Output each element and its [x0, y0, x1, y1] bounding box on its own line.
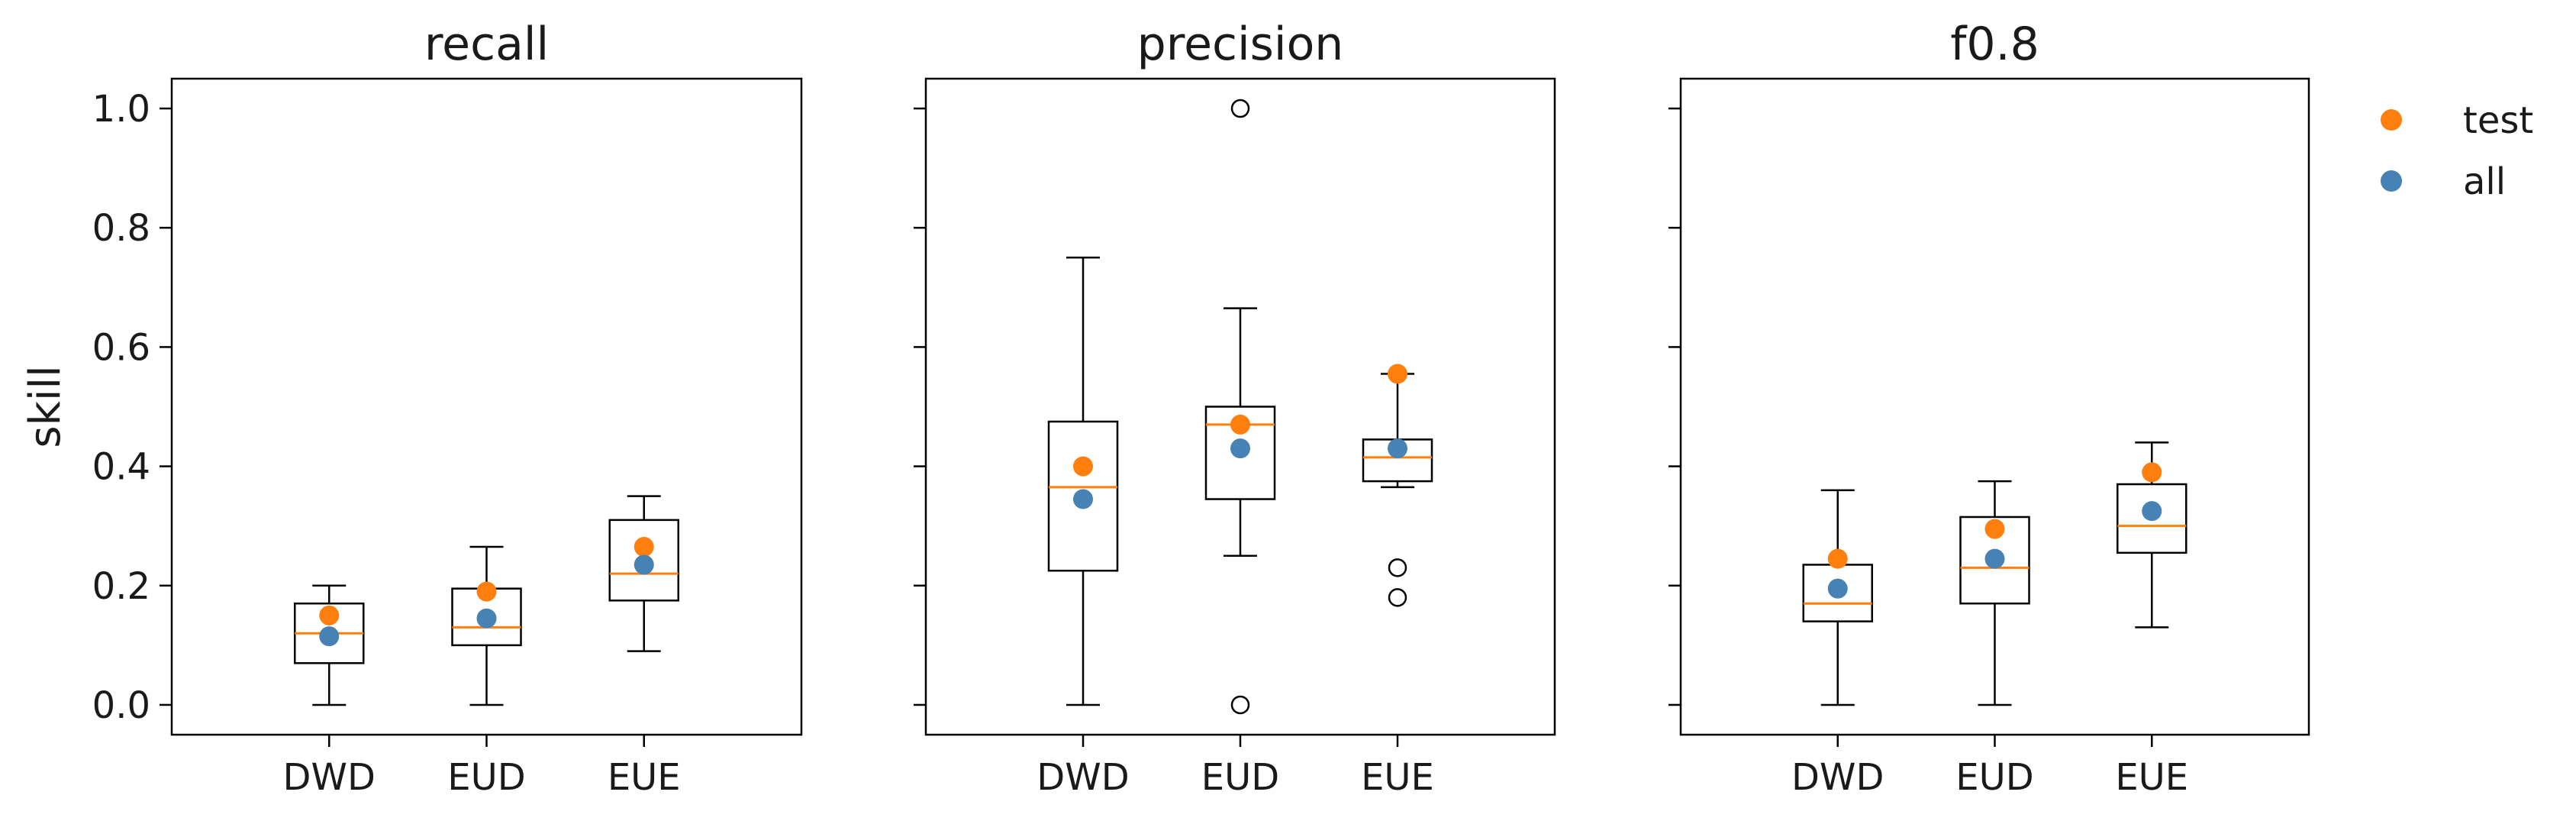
- outlier-marker: [1388, 588, 1407, 607]
- test-point: [1073, 456, 1093, 477]
- outlier-marker: [1388, 558, 1407, 577]
- all-point: [1388, 438, 1407, 459]
- x-tick-label: EUE: [2115, 756, 2188, 799]
- x-tick-label: EUE: [1361, 756, 1434, 799]
- outlier-marker: [1230, 695, 1250, 715]
- y-tick-label: 0.4: [92, 446, 150, 489]
- subplot-precision: precision DWD EUD EUE: [914, 18, 1556, 799]
- panel-title: precision: [1137, 18, 1344, 71]
- box-eud: [451, 545, 522, 706]
- test-point: [1388, 364, 1407, 384]
- x-tick-label: EUD: [1201, 756, 1279, 799]
- iqr-box: [1047, 420, 1119, 572]
- box-eue: [1362, 364, 1433, 607]
- legend-label-all: all: [2463, 160, 2506, 203]
- test-point: [1230, 414, 1250, 435]
- legend-marker-test: [2381, 109, 2402, 131]
- x-tick-label: DWD: [283, 756, 376, 799]
- legend-marker-all: [2381, 170, 2402, 192]
- all-point: [1073, 489, 1093, 509]
- iqr-box: [1204, 406, 1276, 500]
- legend-label-test: test: [2463, 99, 2533, 142]
- all-point: [634, 554, 654, 575]
- y-tick-label: 0.6: [92, 326, 150, 369]
- box-eue: [608, 495, 679, 652]
- y-tick-label: 0.8: [92, 207, 150, 250]
- panel-title: f0.8: [1950, 18, 2039, 71]
- x-tick-label: DWD: [1037, 756, 1129, 799]
- iqr-box: [1959, 516, 2030, 605]
- panel-title: recall: [424, 18, 549, 71]
- test-point: [476, 581, 497, 602]
- iqr-box: [2117, 483, 2188, 554]
- subplot-f0-8: f0.8 DWD EUD EUE: [1668, 18, 2310, 799]
- box-dwd: [294, 584, 365, 706]
- box-eud: [1959, 480, 2030, 706]
- iqr-box: [608, 519, 679, 602]
- legend: test all: [2381, 99, 2533, 203]
- test-point: [2142, 462, 2162, 483]
- y-tick-label: 0.0: [92, 684, 150, 727]
- box-dwd: [1047, 257, 1119, 706]
- all-point: [476, 608, 497, 629]
- outlier-marker: [1230, 99, 1250, 118]
- x-tick-label: EUE: [608, 756, 681, 799]
- box-eue: [2117, 441, 2188, 629]
- test-point: [634, 537, 654, 558]
- all-point: [1984, 548, 2005, 569]
- x-tick-label: EUD: [447, 756, 525, 799]
- x-tick-label: EUD: [1955, 756, 2033, 799]
- subplot-recall: recall 0.0 0.2 0.4 0.6 0.8 1.0 skill DWD EUD EUE: [21, 18, 803, 799]
- test-point: [1827, 548, 1848, 569]
- box-dwd: [1802, 489, 1873, 706]
- x-tick-label: DWD: [1791, 756, 1884, 799]
- all-point: [2142, 501, 2162, 522]
- y-tick-label: 1.0: [92, 88, 150, 131]
- y-axis-label: skill: [21, 365, 70, 448]
- all-point: [1230, 438, 1250, 459]
- test-point: [319, 605, 340, 625]
- all-point: [319, 626, 340, 647]
- box-eud: [1204, 99, 1276, 715]
- plot-frame: [170, 77, 803, 736]
- test-point: [1984, 519, 2005, 539]
- all-point: [1827, 578, 1848, 599]
- y-tick-label: 0.2: [92, 565, 150, 608]
